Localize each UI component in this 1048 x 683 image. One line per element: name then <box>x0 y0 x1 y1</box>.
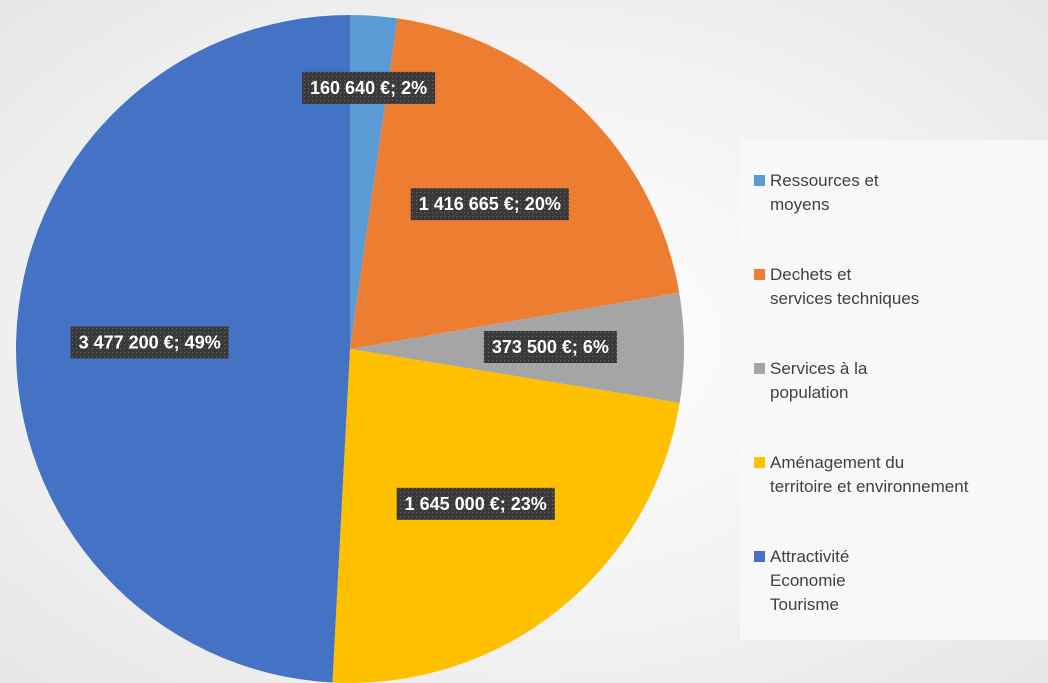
data-label-bg <box>483 331 617 364</box>
legend-label: Aménagement du territoire et environneme… <box>770 453 969 496</box>
legend-item: Services à la population <box>754 357 1048 405</box>
legend-label: Services à la population <box>770 359 868 402</box>
data-label-bg <box>396 487 555 520</box>
legend-swatch <box>754 457 765 468</box>
legend-swatch <box>754 363 765 374</box>
data-label: 3 477 200 €; 49% <box>79 332 221 352</box>
legend-item: Aménagement du territoire et environneme… <box>754 451 1048 499</box>
data-label-bg <box>302 71 436 104</box>
legend-label: Attractivité Economie Tourisme <box>770 547 850 614</box>
data-labels: 160 640 €; 2% 1 416 665 €; 20% 373 500 €; … <box>70 71 617 520</box>
data-label-bg <box>70 326 229 359</box>
data-label: 160 640 €; 2% <box>310 78 427 98</box>
data-label: 373 500 €; 6% <box>492 337 609 357</box>
data-label: 1 416 665 €; 20% <box>419 194 561 214</box>
legend-swatch <box>754 551 765 562</box>
data-label: 1 645 000 €; 23% <box>405 494 547 514</box>
pie-slice <box>350 18 680 350</box>
legend-item: Dechets et services techniques <box>754 263 1048 311</box>
legend-swatch <box>754 269 765 280</box>
legend-item: Attractivité Economie Tourisme <box>754 545 1048 617</box>
legend-swatch <box>754 175 765 186</box>
legend-label: Ressources et moyens <box>770 171 879 214</box>
legend-label: Dechets et services techniques <box>770 265 920 308</box>
legend: Ressources et moyens Dechets et services … <box>740 140 1048 640</box>
legend-item: Ressources et moyens <box>754 169 1048 217</box>
data-label-bg <box>410 188 569 221</box>
